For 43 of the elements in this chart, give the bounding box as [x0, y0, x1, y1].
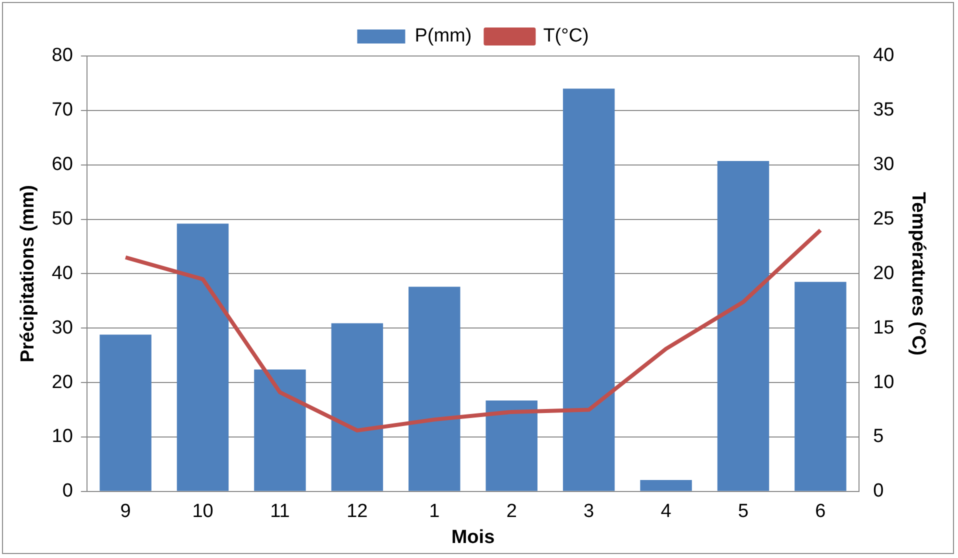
bar	[331, 323, 384, 491]
legend-label: P(mm)	[414, 26, 472, 47]
x-tick-label: 5	[738, 501, 749, 522]
y2-tick-label: 5	[873, 426, 884, 448]
y2-tick-label: 0	[873, 480, 884, 502]
x-tick-label: 6	[815, 501, 826, 522]
y-tick-label: 80	[52, 45, 73, 66]
y-tick-label: 70	[52, 100, 73, 121]
y-tick-label: 10	[52, 426, 73, 448]
y2-tick-label: 35	[873, 100, 894, 121]
bar	[100, 334, 152, 491]
x-tick-label: 12	[346, 501, 368, 522]
bar	[486, 400, 538, 491]
y2-tick-label: 15	[873, 317, 894, 338]
legend-label: T(°C)	[543, 26, 589, 47]
bar	[794, 282, 846, 491]
bar	[640, 480, 692, 491]
bar	[717, 161, 770, 491]
y-tick-label: 60	[52, 154, 73, 176]
x-tick-label: 11	[270, 501, 290, 522]
bar	[562, 88, 615, 491]
y2-tick-label: 10	[873, 372, 894, 393]
bar	[176, 224, 229, 491]
x-tick-label: 9	[120, 501, 131, 522]
y-tick-label: 30	[52, 317, 73, 338]
y2-tick-label: 40	[873, 45, 894, 66]
x-tick-label: 2	[506, 501, 517, 522]
y2-tick-label: 20	[873, 262, 894, 284]
x-axis-title: Mois	[451, 526, 495, 548]
y-tick-label: 50	[52, 208, 73, 230]
y2-tick-label: 30	[873, 154, 894, 176]
bar	[254, 369, 306, 491]
x-tick-label: 10	[192, 501, 214, 522]
x-tick-label: 3	[584, 501, 594, 522]
x-tick-label: 4	[660, 501, 672, 522]
x-tick-label: 1	[429, 501, 440, 522]
y2-axis-title: Températures (°C)	[907, 192, 928, 356]
y2-tick-label: 25	[873, 208, 894, 230]
bar	[408, 286, 460, 491]
y-tick-label: 20	[52, 372, 73, 393]
y-tick-label: 0	[62, 480, 73, 502]
y-tick-label: 40	[52, 262, 73, 284]
y-axis-title: Précipitations (mm)	[18, 185, 39, 362]
